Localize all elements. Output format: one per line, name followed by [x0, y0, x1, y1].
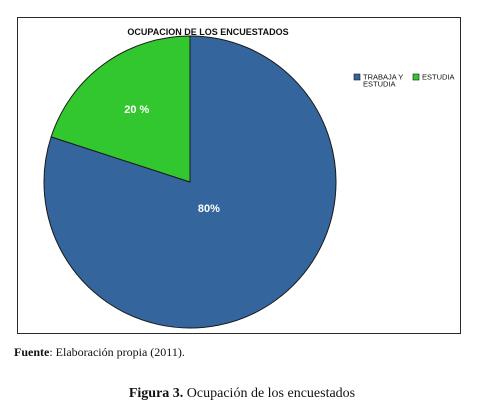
figure-number: Figura 3. [128, 386, 184, 401]
pie-chart: OCUPACION DE LOS ENCUESTADOS 80% 20 % TRA… [43, 27, 455, 329]
source-note: Fuente: Elaboración propia (2011). [14, 345, 185, 360]
legend-swatch-1 [412, 73, 420, 81]
source-text: : Elaboración propia (2011). [49, 345, 185, 359]
source-label: Fuente [14, 345, 50, 359]
pie-slices [43, 35, 337, 329]
pie-slice-1 [50, 35, 191, 183]
figure-caption-text: Ocupación de los encuestados [183, 386, 356, 401]
chart-title: OCUPACION DE LOS ENCUESTADOS [127, 27, 288, 37]
slice-label-0: 80% [198, 203, 220, 215]
legend-label-1: ESTUDIA [422, 73, 455, 82]
figure-caption: Figura 3. Ocupación de los encuestados [0, 386, 484, 402]
slice-label-1: 20 % [124, 104, 149, 116]
legend-label-0-line2: ESTUDIA [363, 80, 396, 89]
legend-swatch-0 [353, 73, 361, 81]
chart-frame: OCUPACION DE LOS ENCUESTADOS 80% 20 % TRA… [17, 17, 461, 334]
slice-labels: 80% 20 % [124, 104, 220, 215]
legend-label-0: TRABAJA Y [363, 73, 403, 82]
